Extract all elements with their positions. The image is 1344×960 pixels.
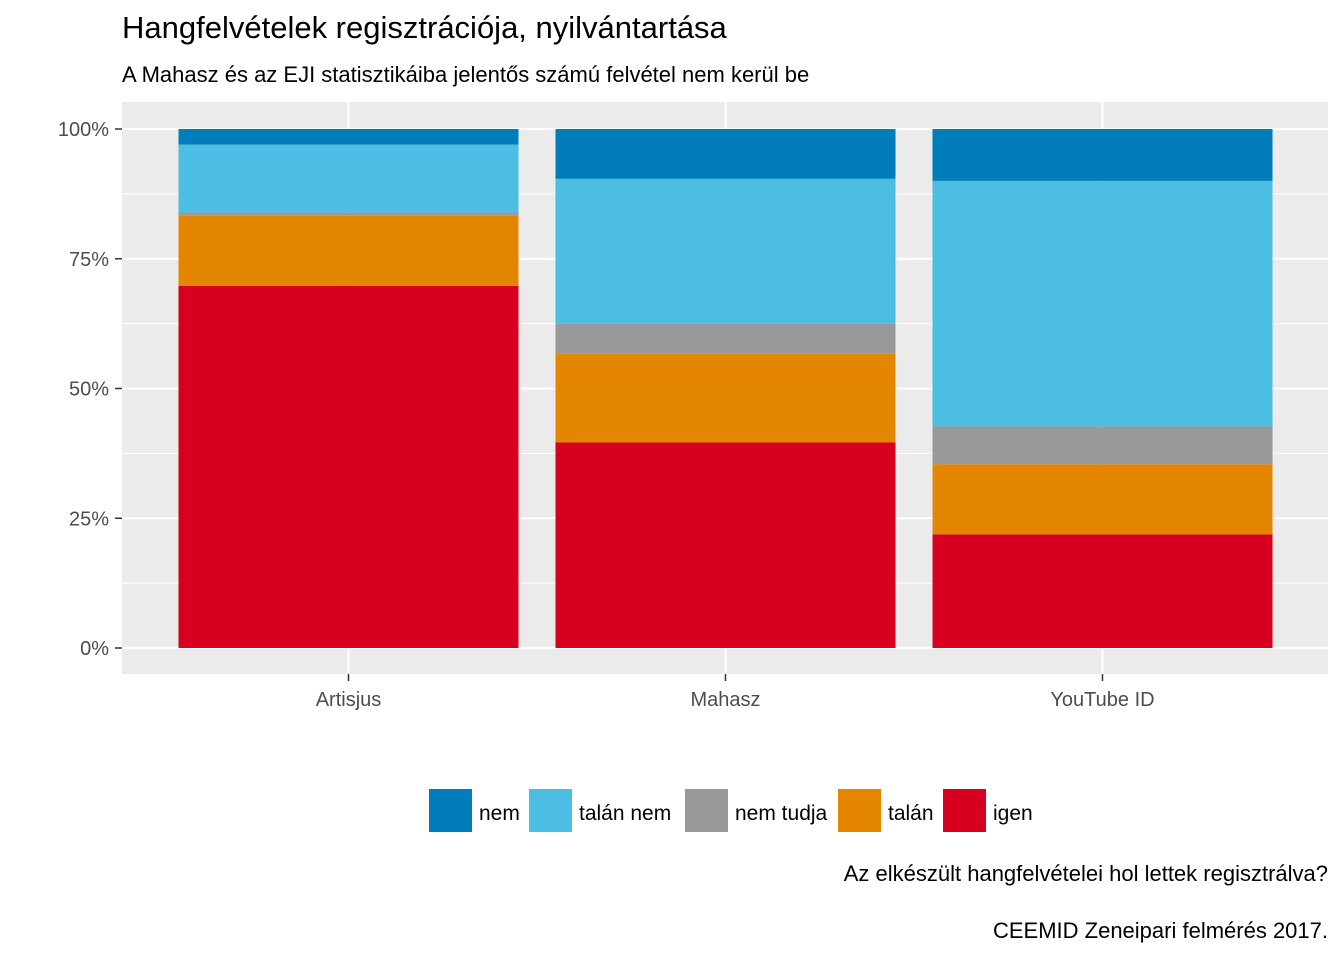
legend-key bbox=[529, 789, 572, 832]
y-tick-label: 75% bbox=[69, 249, 109, 271]
y-tick-label: 25% bbox=[69, 508, 109, 530]
bar-segment bbox=[932, 129, 1273, 181]
x-tick-label: YouTube ID bbox=[1050, 689, 1154, 711]
y-tick-label: 50% bbox=[69, 379, 109, 401]
bar-segment bbox=[555, 442, 896, 648]
bar-segment bbox=[555, 178, 896, 324]
x-axis: Artisjus Mahasz YouTube ID bbox=[316, 674, 1155, 711]
caption-source: CEEMID Zeneipari felmérés 2017. bbox=[992, 918, 1328, 943]
chart-title: Hangfelvételek regisztrációja, nyilvánta… bbox=[122, 10, 727, 45]
bar-segment bbox=[932, 464, 1273, 535]
legend-key bbox=[685, 789, 728, 832]
bar-segment bbox=[178, 129, 519, 145]
bar-segment bbox=[178, 144, 519, 213]
legend-label: talán bbox=[888, 802, 934, 825]
legend-label: talán nem bbox=[579, 802, 671, 825]
y-axis: 0% 25% 50% 75% 100% bbox=[58, 119, 122, 660]
legend-label: igen bbox=[993, 802, 1033, 825]
legend-key bbox=[838, 789, 881, 832]
bar-segment bbox=[555, 129, 896, 179]
bar-segment bbox=[178, 285, 519, 648]
bars bbox=[178, 129, 1273, 648]
chart-subtitle: A Mahasz és az EJI statisztikáiba jelent… bbox=[122, 62, 810, 87]
legend-label: nem bbox=[479, 802, 520, 825]
legend-key bbox=[429, 789, 472, 832]
x-tick-label: Mahasz bbox=[690, 689, 760, 711]
x-tick-label: Artisjus bbox=[316, 689, 382, 711]
bar-segment bbox=[932, 534, 1273, 648]
legend-label: nem tudja bbox=[735, 802, 828, 825]
legend-key bbox=[943, 789, 986, 832]
bar-segment bbox=[932, 180, 1273, 427]
bar-segment bbox=[555, 323, 896, 354]
bar-segment bbox=[178, 215, 519, 286]
y-tick-label: 0% bbox=[80, 638, 109, 660]
bar-segment bbox=[178, 212, 519, 216]
caption-question: Az elkészült hangfelvételei hol lettek r… bbox=[843, 861, 1328, 886]
legend: nem talán nem nem tudja talán igen bbox=[429, 789, 1033, 832]
bar-segment bbox=[932, 426, 1273, 465]
bar-segment bbox=[555, 353, 896, 443]
y-tick-label: 100% bbox=[58, 119, 109, 141]
